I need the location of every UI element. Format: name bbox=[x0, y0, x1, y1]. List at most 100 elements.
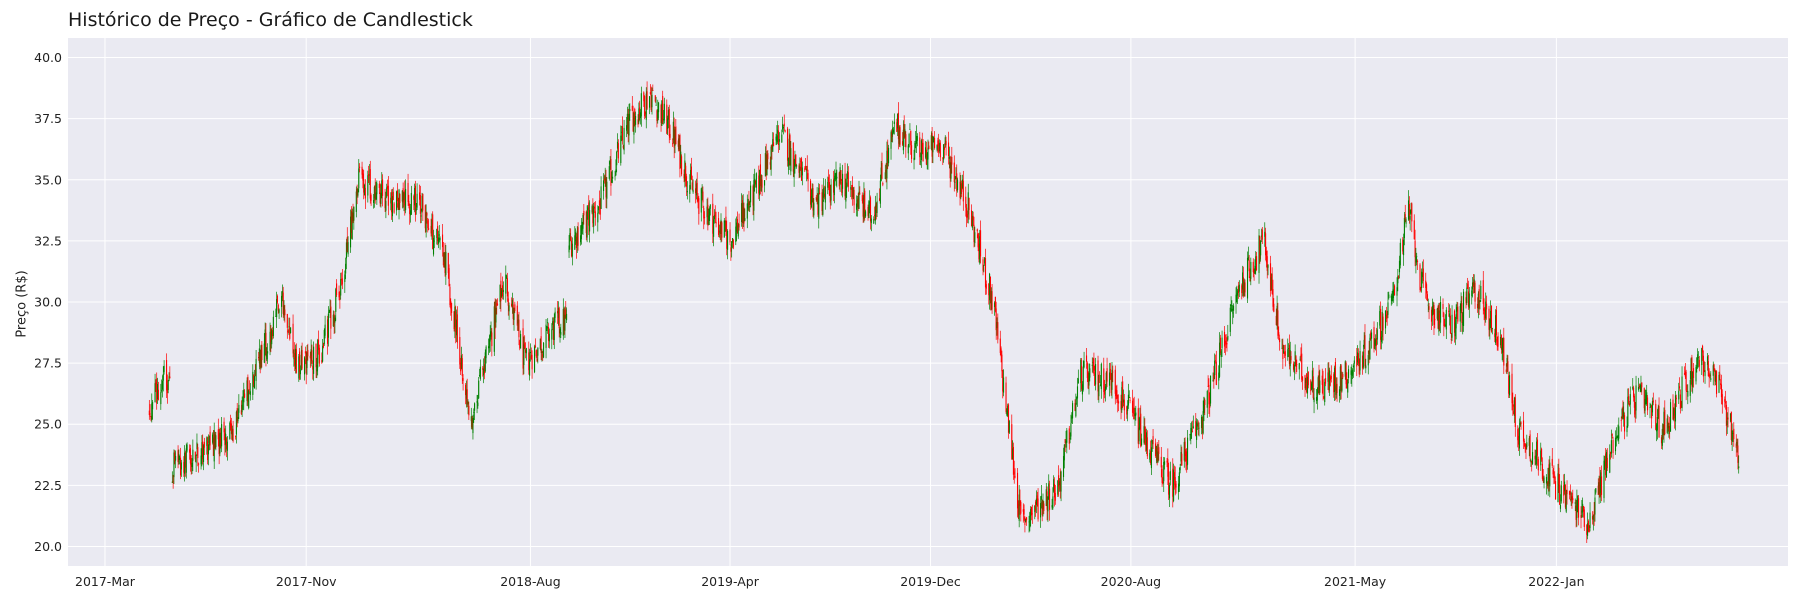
candle-body bbox=[1403, 239, 1405, 256]
candle-body bbox=[189, 448, 191, 464]
candle-body bbox=[598, 200, 600, 206]
candle-body bbox=[1553, 476, 1555, 479]
y-tick-label: 22.5 bbox=[34, 478, 62, 493]
candle-body bbox=[1255, 256, 1257, 266]
candle-body bbox=[506, 276, 508, 279]
candle-body bbox=[444, 252, 446, 274]
candle-body bbox=[542, 354, 544, 357]
candle-body bbox=[1695, 366, 1697, 382]
candle-body bbox=[639, 107, 641, 116]
candle-body bbox=[1576, 499, 1578, 518]
candle-body bbox=[629, 109, 631, 112]
candle-body bbox=[413, 196, 415, 200]
candle-body bbox=[1398, 276, 1400, 278]
candle-body bbox=[787, 157, 789, 167]
candle-body bbox=[1145, 432, 1148, 451]
candle-body bbox=[1713, 364, 1715, 371]
candle-body bbox=[951, 156, 953, 165]
candle-body bbox=[1338, 389, 1341, 396]
candle-body bbox=[1179, 467, 1181, 471]
candle-body bbox=[1530, 460, 1532, 463]
candle-body bbox=[397, 203, 399, 210]
candle-body bbox=[1204, 399, 1206, 405]
candle-body bbox=[212, 437, 214, 456]
candle-body bbox=[954, 181, 956, 183]
candle-body bbox=[1002, 370, 1004, 392]
candle-body bbox=[1574, 502, 1576, 504]
candle-body bbox=[961, 179, 964, 189]
candle-body bbox=[901, 141, 904, 145]
candle-body bbox=[1093, 358, 1095, 371]
candle-body bbox=[1520, 422, 1522, 425]
candle-body bbox=[1064, 439, 1066, 444]
candle-body bbox=[886, 150, 888, 179]
candle-body bbox=[536, 358, 538, 361]
candle-body bbox=[928, 145, 930, 149]
candle-body bbox=[1614, 437, 1617, 452]
candle-body bbox=[286, 313, 288, 328]
candle-body bbox=[616, 151, 618, 166]
candle-body bbox=[1571, 496, 1573, 500]
candle-body bbox=[1178, 472, 1180, 487]
candle-body bbox=[1081, 365, 1083, 390]
candle-body bbox=[600, 186, 602, 209]
candle-body bbox=[206, 437, 208, 446]
candle-body bbox=[1237, 285, 1240, 293]
candle-body bbox=[591, 206, 593, 213]
candle-body bbox=[172, 481, 174, 483]
candle-body bbox=[1260, 235, 1263, 237]
candle-body bbox=[937, 140, 939, 146]
candle-body bbox=[655, 104, 657, 106]
candle-body bbox=[1076, 386, 1079, 399]
candle-body bbox=[885, 169, 887, 173]
candle-body bbox=[902, 129, 904, 151]
candle-body bbox=[1473, 279, 1475, 286]
candle-body bbox=[1213, 374, 1215, 381]
candle-body bbox=[1189, 434, 1191, 436]
candle-body bbox=[513, 308, 515, 320]
candle-body bbox=[1397, 275, 1399, 284]
candle-body bbox=[622, 145, 624, 148]
candle-body bbox=[1244, 282, 1246, 293]
candle-body bbox=[1068, 428, 1070, 444]
candle-body bbox=[1495, 309, 1497, 336]
candle-body bbox=[644, 111, 646, 115]
candle-body bbox=[1003, 377, 1005, 393]
candle-body bbox=[869, 201, 871, 204]
candle-body bbox=[603, 178, 605, 181]
candle-body bbox=[506, 278, 508, 297]
candle-body bbox=[1292, 363, 1295, 370]
candle-body bbox=[1568, 490, 1571, 495]
candle-body bbox=[288, 326, 290, 328]
x-tick-label: 2021-May bbox=[1324, 574, 1387, 589]
candle-body bbox=[953, 162, 955, 183]
candle-body bbox=[776, 135, 778, 142]
candle-body bbox=[948, 156, 950, 159]
candle-body bbox=[661, 100, 663, 126]
candle-body bbox=[766, 154, 768, 176]
candle-body bbox=[386, 185, 389, 189]
candle-body bbox=[179, 457, 182, 476]
candle-body bbox=[970, 210, 973, 227]
candle-body bbox=[281, 295, 283, 307]
candle-body bbox=[680, 151, 682, 164]
candle-body bbox=[1230, 305, 1232, 307]
candle-body bbox=[1420, 287, 1422, 289]
candle-body bbox=[1672, 399, 1674, 420]
candle-body bbox=[1362, 351, 1364, 368]
candle-body bbox=[1529, 434, 1531, 459]
candle-body bbox=[1246, 257, 1249, 299]
candle-body bbox=[1531, 461, 1533, 463]
candle-body bbox=[1416, 255, 1418, 257]
candle-body bbox=[782, 124, 784, 130]
candle-body bbox=[426, 212, 428, 216]
candle-body bbox=[738, 223, 740, 228]
y-tick-label: 35.0 bbox=[34, 172, 62, 187]
candle-body bbox=[847, 172, 849, 187]
candle-body bbox=[1049, 488, 1051, 510]
candle-body bbox=[1663, 411, 1665, 435]
candle-body bbox=[1028, 521, 1030, 523]
candle-body bbox=[1698, 359, 1700, 367]
candle-body bbox=[1434, 318, 1436, 321]
candle-body bbox=[1674, 407, 1676, 419]
